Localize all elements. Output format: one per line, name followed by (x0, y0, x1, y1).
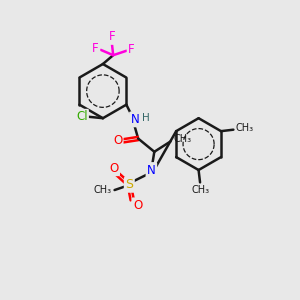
Text: CH₃: CH₃ (236, 123, 253, 133)
Text: N: N (147, 164, 156, 176)
Text: O: O (110, 162, 118, 175)
Text: Cl: Cl (76, 110, 88, 123)
Text: F: F (128, 44, 135, 56)
Text: CH₃: CH₃ (93, 185, 111, 195)
Text: N: N (130, 113, 139, 126)
Text: F: F (92, 42, 99, 55)
Text: CH₃: CH₃ (192, 185, 210, 195)
Text: O: O (113, 134, 122, 147)
Text: H: H (142, 113, 150, 124)
Text: CH₃: CH₃ (174, 134, 192, 143)
Text: O: O (133, 199, 142, 212)
Text: F: F (108, 30, 115, 44)
Text: S: S (125, 178, 133, 191)
